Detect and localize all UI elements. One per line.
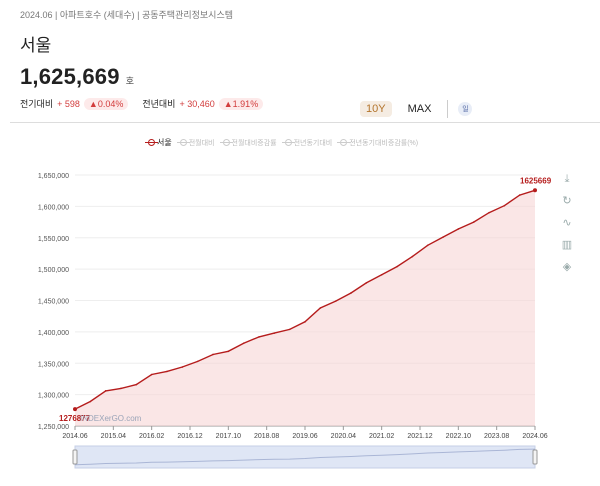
watermark: INDEXerGO.com (80, 414, 142, 423)
region-title: 서울 (20, 36, 52, 55)
data-point (350, 292, 352, 294)
legend-item-mom[interactable]: 전월대비 (176, 138, 215, 148)
y-tick-label: 1,600,000 (38, 204, 69, 211)
x-tick-label: 2024.06 (522, 433, 547, 440)
y-tick-label: 1,300,000 (38, 393, 69, 400)
legend-item-mom-rate[interactable]: 전월대비증감률 (219, 138, 277, 148)
navigator-left-handle[interactable] (72, 449, 78, 465)
range-10y-button[interactable]: 10Y (360, 101, 392, 117)
prev-value: + 598 (57, 98, 80, 109)
x-tick-label: 2016.12 (177, 433, 202, 440)
yoy-pct-badge: ▲1.91% (218, 97, 264, 110)
legend-item-yoy-rate[interactable]: 전년동기대비증감률(%) (337, 138, 418, 148)
data-point (104, 390, 107, 392)
legend-marker-icon (145, 139, 158, 146)
data-point (212, 353, 214, 356)
area-fill (75, 190, 535, 426)
y-tick-label: 1,350,000 (38, 361, 69, 368)
data-point (518, 194, 521, 196)
legend: 서울 전월대비 전월대비증감률 전년동기대비 전년동기대비증감률(%) (145, 137, 418, 148)
prev-label: 전기대비 (20, 99, 54, 109)
navigator-window[interactable] (74, 445, 536, 469)
end-value-label: 1625669 (520, 176, 552, 185)
data-point (334, 300, 337, 302)
legend-marker-icon (176, 139, 190, 146)
value-unit: 호 (125, 76, 134, 86)
chart-toolbar: ⤓ ↻ ∿ ▥ ◈ (560, 172, 574, 274)
range-selector: 10Y MAX 일 (360, 100, 473, 118)
line-chart-icon[interactable]: ∿ (562, 217, 572, 229)
bar-chart-icon[interactable]: ▥ (561, 239, 573, 251)
data-point (273, 332, 276, 334)
legend-marker-icon (219, 139, 233, 146)
header-divider (10, 122, 600, 123)
data-point (442, 236, 444, 238)
y-tick-label: 1,450,000 (38, 299, 69, 306)
series-line-seoul (74, 189, 536, 410)
y-tick-label: 1,500,000 (38, 267, 69, 274)
data-point (365, 282, 368, 284)
data-point (242, 342, 245, 344)
layers-icon[interactable]: ◈ (562, 261, 572, 273)
y-tick-label: 1,550,000 (38, 236, 69, 243)
data-point (503, 204, 506, 207)
legend-item-seoul[interactable]: 서울 (145, 137, 172, 148)
start-value-label: 1276877 (59, 414, 91, 423)
data-point (396, 265, 398, 268)
yoy-label: 전년대비 (142, 99, 176, 109)
legend-marker-icon (337, 139, 351, 146)
x-tick-label: 2020.04 (331, 433, 356, 440)
navigator-right-handle[interactable] (532, 449, 538, 465)
navigator-series-line (74, 448, 536, 466)
data-point (288, 328, 291, 331)
data-point (472, 221, 475, 223)
value-row: 1,625,669 호 (20, 64, 263, 90)
source-meta: 2024.06 | 아파트호수 (세대수) | 공동주택관리정보시스템 (20, 10, 234, 20)
delta-row: 전기대비 + 598 ▲0.04% 전년대비 + 30,460 ▲1.91% (20, 97, 264, 110)
y-tick-label: 1,400,000 (38, 330, 69, 337)
data-point (181, 366, 184, 368)
data-point (227, 350, 230, 353)
download-icon[interactable]: ⤓ (564, 173, 570, 185)
data-point (380, 273, 383, 276)
data-point (135, 383, 138, 386)
refresh-icon[interactable]: ↻ (562, 195, 572, 207)
data-point (166, 370, 168, 373)
calendar-icon[interactable]: 일 (458, 102, 473, 116)
data-point (304, 321, 306, 323)
current-value: 1,625,669 (20, 64, 120, 89)
x-tick-label: 2014.06 (62, 433, 87, 440)
data-point (319, 307, 322, 309)
data-point (89, 400, 92, 403)
range-divider (447, 100, 449, 118)
x-tick-label: 2017.10 (216, 433, 241, 440)
x-tick-label: 2021.02 (369, 433, 394, 440)
data-point (533, 188, 537, 193)
x-tick-label: 2019.06 (292, 433, 317, 440)
x-tick-label: 2018.08 (254, 433, 279, 440)
yoy-value: + 30,460 (179, 98, 215, 109)
legend-item-yoy[interactable]: 전년동기대비 (281, 138, 332, 148)
y-tick-label: 1,250,000 (38, 424, 69, 431)
data-point (120, 387, 122, 390)
data-point (457, 228, 460, 230)
data-point (411, 255, 414, 258)
header: 2024.06 | 아파트호수 (세대수) | 공동주택관리정보시스템 서울 1… (20, 8, 264, 110)
x-tick-label: 2016.02 (139, 433, 164, 440)
range-max-button[interactable]: MAX (407, 103, 432, 115)
x-tick-label: 2015.04 (101, 433, 126, 440)
data-point (258, 336, 260, 338)
prev-pct-badge: ▲0.04% (83, 97, 129, 110)
data-point (73, 407, 77, 412)
data-point (426, 244, 429, 247)
data-point (150, 373, 153, 376)
x-tick-label: 2021.12 (407, 433, 432, 440)
data-point (196, 360, 199, 363)
x-tick-label: 2023.08 (484, 433, 509, 440)
legend-marker-icon (281, 139, 295, 146)
x-tick-label: 2022.10 (446, 433, 471, 440)
y-tick-label: 1,650,000 (38, 173, 69, 180)
data-point (488, 211, 490, 214)
